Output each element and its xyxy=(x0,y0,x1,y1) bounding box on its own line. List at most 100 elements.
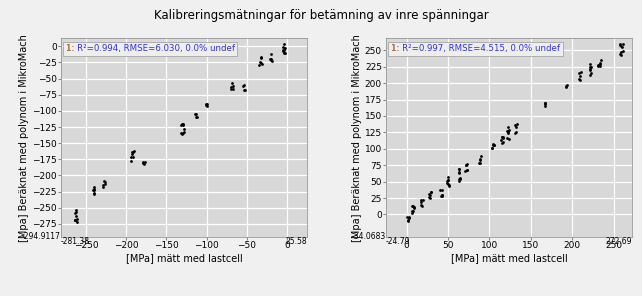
Point xyxy=(89,188,99,192)
Point xyxy=(541,102,551,106)
Point xyxy=(408,205,419,209)
Point xyxy=(510,131,521,135)
Point xyxy=(89,184,99,189)
Point xyxy=(616,49,626,54)
Point xyxy=(238,83,248,88)
Point xyxy=(586,71,596,75)
Point xyxy=(100,180,110,185)
Point xyxy=(126,155,137,160)
Point xyxy=(498,136,508,140)
Point xyxy=(409,205,419,210)
Point xyxy=(540,100,550,105)
Point xyxy=(71,210,81,214)
Point xyxy=(454,167,464,171)
Y-axis label: [Mpa] Beräknat med polynom i MikroMach: [Mpa] Beräknat med polynom i MikroMach xyxy=(19,34,30,242)
Point xyxy=(512,122,522,127)
Point xyxy=(176,131,186,136)
Text: 25.58: 25.58 xyxy=(286,237,308,246)
Point xyxy=(279,51,290,55)
Point xyxy=(574,77,584,82)
Point xyxy=(497,141,507,145)
Point xyxy=(618,42,629,47)
Point xyxy=(594,62,605,67)
Point xyxy=(476,154,486,158)
Point xyxy=(403,219,413,224)
Point xyxy=(70,218,80,223)
Point xyxy=(71,216,82,221)
Point xyxy=(239,87,249,92)
Point xyxy=(227,87,237,91)
Point xyxy=(461,163,471,167)
Point xyxy=(562,83,572,88)
Point xyxy=(424,195,434,200)
Point xyxy=(138,160,148,165)
Point xyxy=(437,193,447,197)
Point xyxy=(128,149,139,154)
Point xyxy=(127,150,137,155)
Point xyxy=(69,218,80,223)
Point xyxy=(584,65,594,69)
Point xyxy=(454,177,464,182)
Point xyxy=(586,72,596,77)
Point xyxy=(280,46,290,51)
Point xyxy=(435,188,446,192)
Point xyxy=(89,192,99,197)
Point xyxy=(502,136,512,141)
Point xyxy=(177,123,187,127)
Point xyxy=(279,48,289,53)
Point xyxy=(200,102,211,106)
Point xyxy=(594,61,605,65)
Point xyxy=(256,59,266,64)
Point xyxy=(487,146,497,150)
Point xyxy=(616,44,626,49)
Point xyxy=(444,175,454,180)
Point xyxy=(442,178,453,183)
Point xyxy=(502,129,512,134)
Point xyxy=(126,159,136,164)
Point xyxy=(488,142,498,147)
Point xyxy=(227,81,237,86)
Point xyxy=(407,210,417,215)
Point xyxy=(443,178,453,182)
Point xyxy=(100,182,110,187)
Point xyxy=(70,211,80,216)
Point xyxy=(435,194,446,198)
Point xyxy=(190,112,200,117)
Point xyxy=(140,160,150,165)
Point xyxy=(415,203,426,207)
Point xyxy=(256,56,266,60)
Point xyxy=(496,134,507,139)
Point xyxy=(586,64,596,69)
Point xyxy=(503,130,513,135)
Point xyxy=(280,50,290,55)
Point xyxy=(503,129,514,133)
Point xyxy=(99,179,109,184)
Point xyxy=(265,57,275,62)
Point xyxy=(489,142,499,147)
Point xyxy=(179,127,189,132)
Point xyxy=(460,168,470,173)
Point xyxy=(177,132,187,136)
Point xyxy=(540,101,550,105)
Point xyxy=(487,146,498,150)
Point xyxy=(278,49,288,53)
Point xyxy=(256,61,266,65)
Point xyxy=(585,66,595,71)
Text: -24.79: -24.79 xyxy=(386,237,411,246)
Text: -294.9117: -294.9117 xyxy=(22,232,61,241)
Point xyxy=(442,182,453,187)
Point xyxy=(618,45,628,50)
Point xyxy=(98,183,108,188)
Text: -34.0683: -34.0683 xyxy=(352,232,386,241)
Point xyxy=(503,124,513,129)
Point xyxy=(176,122,186,127)
Point xyxy=(615,52,625,56)
Text: 1: R²=0.994, RMSE=6.030, 0.0% undef: 1: R²=0.994, RMSE=6.030, 0.0% undef xyxy=(66,44,235,54)
Point xyxy=(417,198,428,203)
Point xyxy=(191,112,201,116)
Point xyxy=(574,71,584,75)
Point xyxy=(462,168,473,173)
Text: 272.69: 272.69 xyxy=(606,237,632,246)
Point xyxy=(426,190,436,195)
Point xyxy=(585,62,595,66)
